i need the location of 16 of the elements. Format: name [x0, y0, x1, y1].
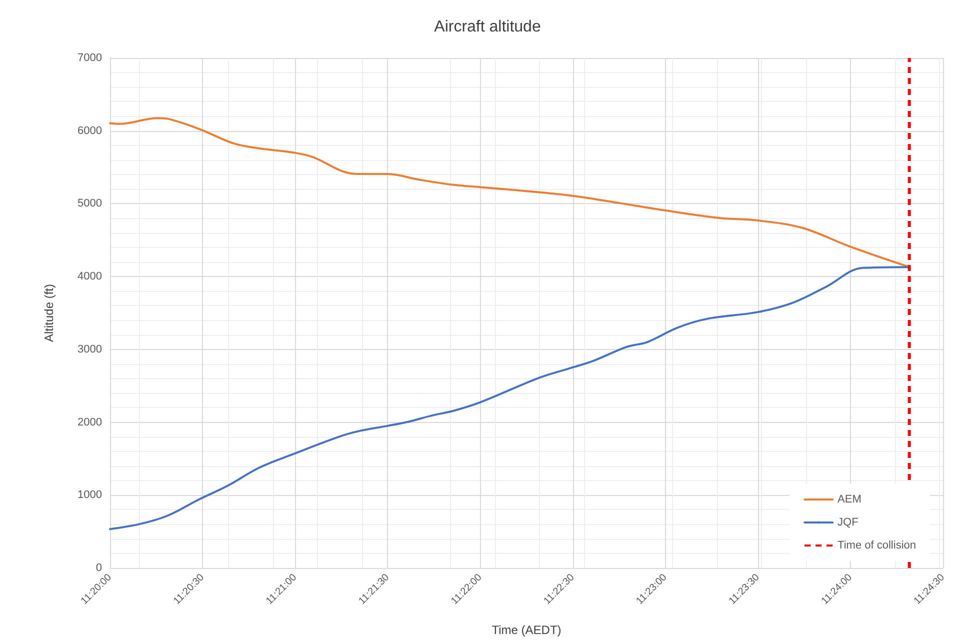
- y-tick-label: 0: [96, 562, 102, 574]
- y-tick-label: 7000: [78, 52, 102, 64]
- y-tick-label: 3000: [78, 343, 102, 356]
- line-series: [109, 117, 910, 268]
- line-series: [109, 266, 910, 530]
- y-tick-label: 6000: [78, 124, 102, 137]
- x-axis-title: Time (AEDT): [492, 623, 562, 637]
- legend-label: AEM: [838, 494, 862, 506]
- ref-line-label: Time of collision: [838, 540, 916, 552]
- legend-label: JQF: [838, 516, 859, 528]
- chart-title: Aircraft altitude: [434, 18, 541, 36]
- y-tick-label: 1000: [78, 489, 102, 502]
- y-tick-label: 4000: [78, 270, 102, 283]
- y-tick-label: 5000: [78, 198, 102, 210]
- y-tick-label: 2000: [78, 416, 102, 428]
- y-axis-title: Altitude (ft): [42, 284, 56, 342]
